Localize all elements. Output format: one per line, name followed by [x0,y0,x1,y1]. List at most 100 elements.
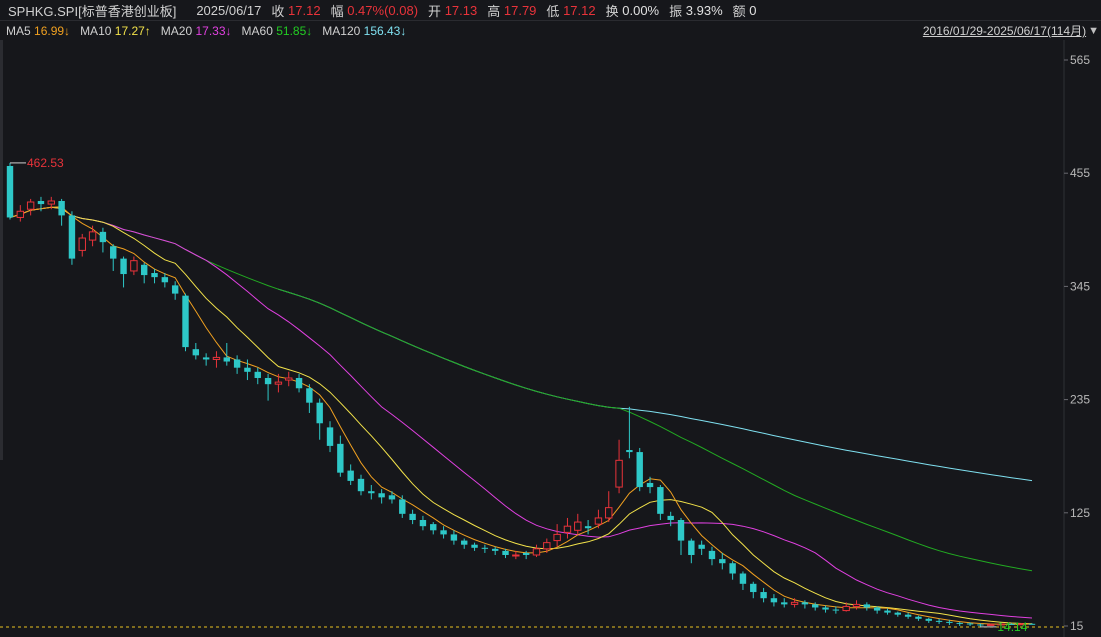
candle[interactable] [202,353,210,366]
candle[interactable] [502,548,509,559]
candle[interactable] [37,196,45,212]
candle[interactable] [450,530,458,545]
candle[interactable] [130,256,138,276]
candle[interactable] [409,509,416,525]
candle[interactable] [729,561,736,580]
candle[interactable] [977,623,984,627]
candle[interactable] [1028,623,1036,625]
candle[interactable] [626,406,633,459]
candle[interactable] [946,619,953,625]
candle[interactable] [440,526,447,539]
candle[interactable] [295,373,303,393]
candle[interactable] [553,524,561,547]
triangle-down-icon[interactable]: ▼ [1088,24,1099,37]
candle[interactable] [904,612,912,619]
candle[interactable] [151,268,158,284]
candle[interactable] [26,198,35,216]
candle[interactable] [822,605,829,613]
candle[interactable] [47,196,55,210]
candle[interactable] [274,373,283,393]
candle[interactable] [915,615,922,621]
candle[interactable] [110,244,117,271]
candle[interactable] [264,373,272,401]
candle[interactable] [78,233,86,257]
candle[interactable] [894,611,901,617]
candle[interactable] [171,281,179,300]
candle[interactable] [254,367,261,385]
candle[interactable] [615,439,623,494]
candle[interactable] [471,542,478,551]
candle[interactable] [6,162,14,220]
candle[interactable] [760,587,767,603]
candle[interactable] [812,602,819,611]
candle[interactable] [88,225,97,247]
candle[interactable] [481,544,489,553]
candle[interactable] [770,594,778,607]
candle[interactable] [956,621,963,626]
candle[interactable] [357,474,365,496]
candle[interactable] [790,598,799,608]
candle[interactable] [646,476,654,494]
candle[interactable] [997,622,1005,626]
candle[interactable] [574,513,582,535]
candle[interactable] [563,517,572,539]
kline-chart[interactable]: 565 455 345 235 125 15 462.53 14.14 [0,40,1101,637]
candle[interactable] [161,273,169,288]
candle[interactable] [594,509,603,529]
candle[interactable] [708,546,716,566]
candle[interactable] [966,622,974,626]
candle[interactable] [368,485,375,500]
candle[interactable] [419,515,427,531]
candle[interactable] [852,600,861,610]
candle[interactable] [461,538,468,549]
candle[interactable] [873,606,881,614]
candle[interactable] [522,550,530,560]
candle[interactable] [326,421,334,453]
candle[interactable] [1008,623,1015,625]
candle[interactable] [1017,623,1026,626]
candle[interactable] [543,538,551,553]
candle[interactable] [719,552,726,570]
candle[interactable] [99,227,107,253]
candle[interactable] [801,600,809,609]
candle[interactable] [120,256,127,288]
candle[interactable] [68,211,76,265]
candle[interactable] [677,517,685,555]
candle[interactable] [667,511,674,527]
candle[interactable] [739,571,747,590]
date-range-text[interactable]: 2016/01/29-2025/06/17(114月) [922,24,1087,38]
candle[interactable] [233,355,241,374]
candle[interactable] [316,398,323,440]
candle[interactable] [636,447,643,492]
candle[interactable] [16,205,25,222]
candle[interactable] [832,606,840,614]
candle[interactable] [935,618,943,624]
candle[interactable] [657,485,664,521]
candle[interactable] [378,489,385,504]
candle[interactable] [192,343,200,360]
candle[interactable] [884,608,891,615]
candle[interactable] [987,623,995,626]
candle[interactable] [863,602,871,611]
candle[interactable] [388,491,396,504]
symbol-label[interactable]: SPHKG.SPI[标普香港创业板] [8,3,177,19]
candle[interactable] [750,581,757,599]
candle[interactable] [781,598,788,608]
candle[interactable] [285,371,293,387]
candle[interactable] [182,293,189,352]
candle[interactable] [512,550,520,560]
candle[interactable] [491,546,499,555]
candle[interactable] [244,359,251,381]
candle[interactable] [584,520,592,535]
candle[interactable] [925,617,932,623]
candle[interactable] [532,544,541,558]
candle[interactable] [698,540,705,555]
candle[interactable] [306,384,313,413]
candle[interactable] [430,522,437,535]
date-range-selector[interactable]: 2016/01/29-2025/06/17(114月) ▼ [923,21,1101,40]
candle[interactable] [141,262,148,284]
candle[interactable] [337,435,344,477]
candle[interactable] [347,464,354,486]
candle[interactable] [223,343,230,366]
kline-svg[interactable]: 565 455 345 235 125 15 462.53 14.14 [0,40,1101,637]
